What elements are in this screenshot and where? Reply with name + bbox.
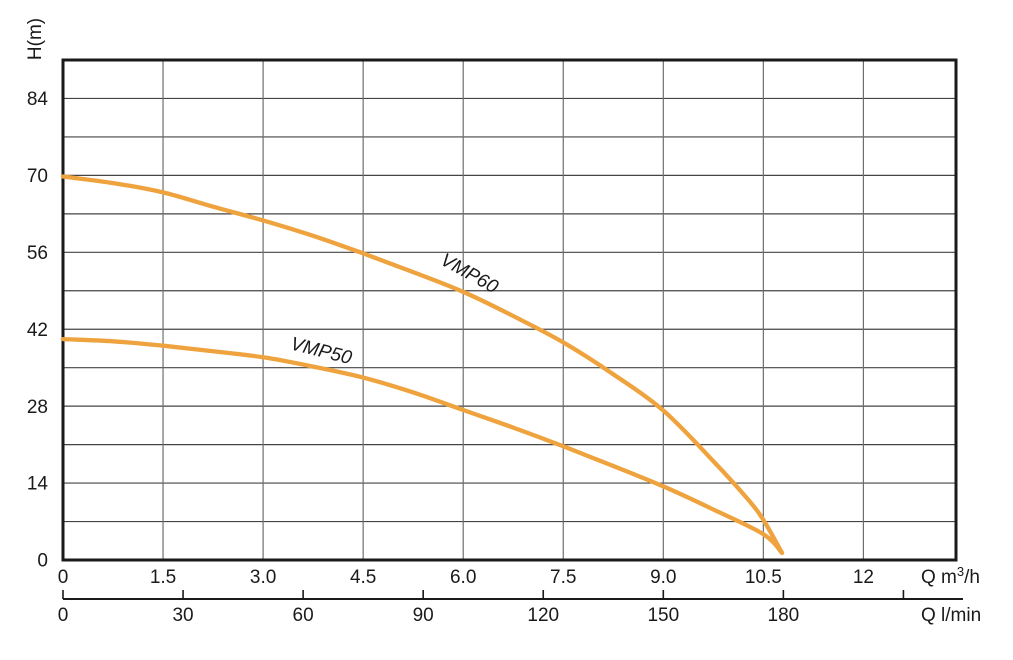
y-tick-label: 70	[27, 166, 48, 187]
x-tick-label-m3h: 3.0	[250, 567, 276, 588]
curve-vmp60	[60, 174, 785, 556]
y-tick-label: 84	[27, 89, 49, 110]
x-tick-label-lmin: 60	[293, 605, 314, 626]
x-tick-label-m3h: 6.0	[450, 567, 476, 588]
y-tick-label: 28	[27, 397, 48, 418]
y-tick-label: 14	[27, 474, 49, 495]
curve-vmp50	[60, 336, 785, 556]
x-axis-unit-m3h: Q m3/h	[921, 564, 980, 588]
x-tick-label-lmin: 180	[768, 605, 800, 626]
x-tick-label-lmin: 0	[58, 605, 69, 626]
x-tick-label-m3h: 10.5	[745, 567, 782, 588]
x-tick-label-m3h: 4.5	[350, 567, 376, 588]
x-tick-label-lmin: 90	[413, 605, 434, 626]
y-tick-label: 56	[27, 243, 48, 264]
y-tick-label: 42	[27, 320, 48, 341]
x-tick-label-m3h: 9.0	[650, 567, 676, 588]
x-tick-label-lmin: 30	[172, 605, 193, 626]
x-tick-label-m3h: 7.5	[550, 567, 576, 588]
x-axis-unit-lmin: Q l/min	[921, 605, 981, 626]
x-tick-label-m3h: 0	[58, 567, 69, 588]
x-tick-label-lmin: 120	[527, 605, 559, 626]
plot-frame	[61, 58, 958, 562]
x-tick-label-m3h: 12	[853, 567, 874, 588]
x-tick-label-m3h: 1.5	[150, 567, 176, 588]
y-tick-label: 0	[37, 551, 48, 572]
y-axis-title: H(m)	[25, 18, 46, 60]
x-tick-label-lmin: 150	[647, 605, 679, 626]
